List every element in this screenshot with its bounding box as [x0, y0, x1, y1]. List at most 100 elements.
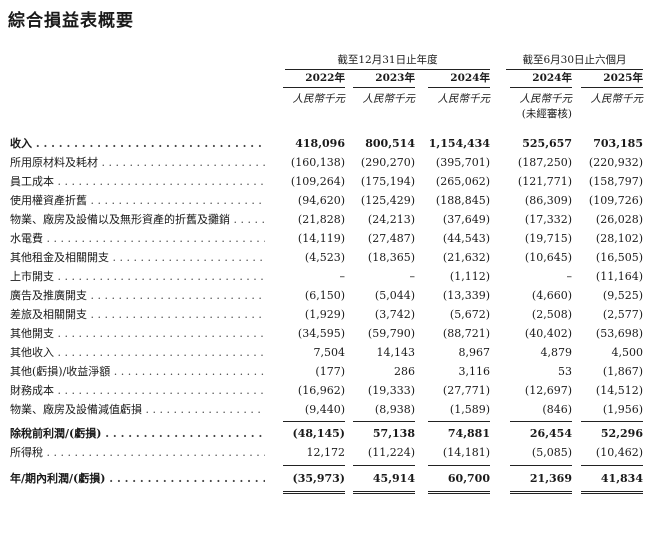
- row-value: (14,181): [442, 446, 490, 459]
- table-row: 員工成本 (109,264) (175,194) (265,062) (121,771)…: [10, 173, 655, 191]
- row-value: (88,721): [442, 327, 490, 340]
- row-value: (19,715): [524, 232, 572, 245]
- row-label: 廣告及推廣開支: [10, 287, 265, 305]
- row-value: (19,333): [367, 384, 415, 397]
- group-header-annual: 截至12月31日止年度: [285, 52, 490, 70]
- row-value: (1,112): [449, 270, 490, 283]
- table-row: 其他開支 (34,595) (59,790) (88,721) (40,402) (53,…: [10, 325, 655, 343]
- table-row: 廣告及推廣開支 (6,150) (5,044) (13,339) (4,660) (9,5…: [10, 287, 655, 305]
- row-value: (290,270): [360, 156, 415, 169]
- row-label: 其他(虧損)/收益淨額: [10, 363, 265, 381]
- row-value: 26,454: [529, 427, 572, 440]
- row-value: 418,096: [295, 137, 345, 150]
- row-value: –: [566, 270, 573, 283]
- row-value: (4,660): [531, 289, 572, 302]
- row-value: (53,698): [595, 327, 643, 340]
- row-value: (4,523): [304, 251, 345, 264]
- total-double-rule: [353, 491, 415, 494]
- row-value: (158,797): [588, 175, 643, 188]
- row-label: 年/期內利潤/(虧損): [10, 470, 265, 488]
- row-value: (1,589): [449, 403, 490, 416]
- row-value: (21,632): [442, 251, 490, 264]
- column-header: 2022年 人民幣千元: [283, 70, 345, 106]
- total-double-rule: [283, 491, 345, 494]
- subtotal-rule: [428, 421, 490, 422]
- row-label: 所得稅: [10, 444, 265, 462]
- row-value: (94,620): [297, 194, 345, 207]
- row-label: 除稅前利潤/(虧損): [10, 425, 265, 443]
- row-value: (44,543): [442, 232, 490, 245]
- row-value: (1,867): [602, 365, 643, 378]
- subtotal-rule: [428, 465, 490, 466]
- row-label: 使用權資產折舊: [10, 192, 265, 210]
- row-value: (21,828): [297, 213, 345, 226]
- row-value: (11,224): [367, 446, 415, 459]
- row-value: 4,500: [611, 346, 644, 359]
- table-row: 差旅及相關開支 (1,929) (3,742) (5,672) (2,508) (2,57…: [10, 306, 655, 324]
- row-value: (8,938): [374, 403, 415, 416]
- row-value: (34,595): [297, 327, 345, 340]
- row-value: (24,213): [367, 213, 415, 226]
- subtotal-rule: [510, 421, 572, 422]
- row-value: (5,044): [374, 289, 415, 302]
- row-label: 其他開支: [10, 325, 265, 343]
- row-value: 12,172: [306, 446, 346, 459]
- page-title: 綜合損益表概要: [8, 11, 134, 31]
- row-value: 21,369: [529, 472, 572, 485]
- row-value: (846): [542, 403, 572, 416]
- row-value: (12,697): [524, 384, 572, 397]
- row-label: 其他收入: [10, 344, 265, 362]
- row-value: (14,119): [297, 232, 345, 245]
- row-label: 差旅及相關開支: [10, 306, 265, 324]
- row-value: (26,028): [595, 213, 643, 226]
- column-note: (未經審核): [521, 108, 572, 120]
- row-label: 物業、廠房及設備減值虧損: [10, 401, 265, 419]
- row-value: 7,504: [313, 346, 346, 359]
- row-value: (27,771): [442, 384, 490, 397]
- row-value: (175,194): [360, 175, 415, 188]
- column-header: 2024年 人民幣千元 (未經審核): [510, 70, 572, 121]
- column-unit: 人民幣千元: [362, 93, 416, 105]
- row-value: 57,138: [372, 427, 415, 440]
- row-value: –: [409, 270, 416, 283]
- row-value: (17,332): [524, 213, 572, 226]
- row-value: (177): [315, 365, 345, 378]
- row-value: (40,402): [524, 327, 572, 340]
- table-row: 其他租金及相關開支 (4,523) (18,365) (21,632) (10,645)…: [10, 249, 655, 267]
- row-value: (3,742): [374, 308, 415, 321]
- table-row: 水電費 (14,119) (27,487) (44,543) (19,715) (28,1…: [10, 230, 655, 248]
- subtotal-rule: [283, 421, 345, 422]
- row-value: (16,962): [297, 384, 345, 397]
- row-value: (11,164): [595, 270, 643, 283]
- row-value: (6,150): [304, 289, 345, 302]
- table-row: 其他收入 7,504 14,143 8,967 4,879 4,500: [10, 344, 655, 362]
- row-value: (187,250): [517, 156, 572, 169]
- table-row: 除稅前利潤/(虧損) (48,145) 57,138 74,881 26,454 52,2…: [10, 425, 655, 443]
- subtotal-rule: [353, 465, 415, 466]
- row-value: (395,701): [435, 156, 490, 169]
- row-label: 員工成本: [10, 173, 265, 191]
- row-value: (121,771): [517, 175, 572, 188]
- row-value: (86,309): [524, 194, 572, 207]
- row-value: 41,834: [600, 472, 643, 485]
- column-unit: 人民幣千元: [292, 93, 346, 105]
- row-value: (10,645): [524, 251, 572, 264]
- row-value: (2,577): [602, 308, 643, 321]
- row-value: (13,339): [442, 289, 490, 302]
- column-year: 2024年: [428, 70, 490, 88]
- row-value: (9,440): [304, 403, 345, 416]
- row-value: (14,512): [595, 384, 643, 397]
- row-value: 14,143: [376, 346, 416, 359]
- column-year: 2024年: [510, 70, 572, 88]
- row-value: 74,881: [447, 427, 490, 440]
- row-value: (265,062): [435, 175, 490, 188]
- row-value: 53: [558, 365, 572, 378]
- row-value: 525,657: [522, 137, 572, 150]
- table-row: 收入 418,096 800,514 1,154,434 525,657 703,185: [10, 135, 655, 153]
- row-label: 財務成本: [10, 382, 265, 400]
- row-value: (16,505): [595, 251, 643, 264]
- row-value: 60,700: [447, 472, 490, 485]
- row-value: (5,085): [531, 446, 572, 459]
- row-value: (1,956): [602, 403, 643, 416]
- column-year: 2023年: [353, 70, 415, 88]
